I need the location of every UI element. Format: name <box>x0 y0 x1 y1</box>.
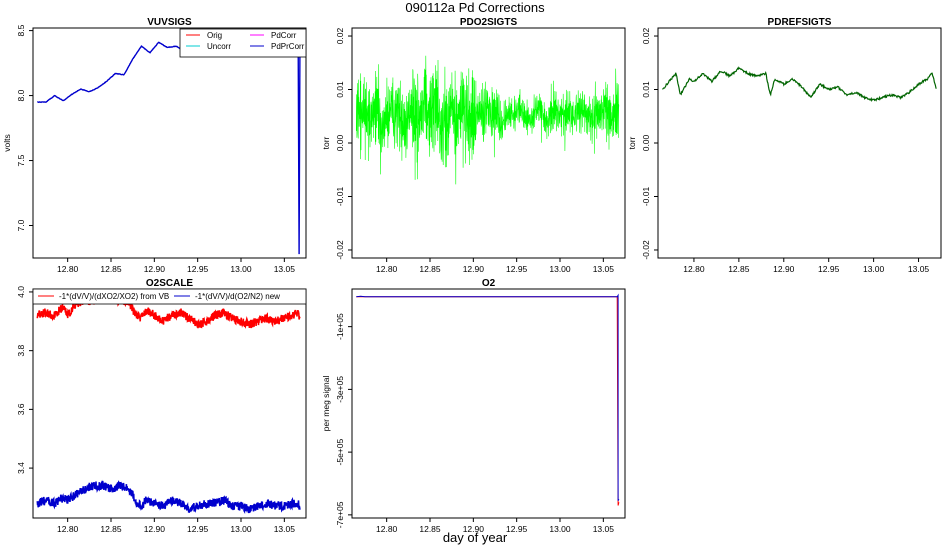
x-tick-label: 12.90 <box>463 264 485 274</box>
y-tick-label: 0.01 <box>335 81 345 98</box>
x-tick-label: 12.80 <box>57 264 79 274</box>
x-tick-label: 12.80 <box>376 264 398 274</box>
legend: -1*(dV/V)/(dXO2/XO2) from VB -1*(dV/V)/d(… <box>32 288 307 305</box>
chart-title: O2SCALE <box>146 278 194 289</box>
x-tick-label: 12.85 <box>100 524 122 534</box>
series-line-o2-orig <box>356 296 620 506</box>
legend-label: PdPrCorr <box>271 42 305 51</box>
y-tick-label: 0.01 <box>641 81 651 98</box>
chart-title: PDREFSIGTS <box>768 17 832 28</box>
x-tick-label: 13.05 <box>593 524 615 534</box>
x-tick-label: 12.85 <box>419 264 441 274</box>
x-tick-label: 13.00 <box>863 264 885 274</box>
x-tick-label: 12.95 <box>187 524 209 534</box>
y-tick-label: 7.5 <box>16 154 26 166</box>
legend-label: PdCorr <box>271 31 297 40</box>
chart-title: PDO2SIGTS <box>460 17 518 28</box>
legend: Orig PdCorr Uncorr PdPrCorr <box>179 28 307 58</box>
legend-box <box>32 288 307 305</box>
legend-label: -1*(dV/V)/d(O2/N2) new <box>195 292 280 301</box>
plot-frame <box>32 27 307 259</box>
y-axis-label: volts <box>2 134 12 151</box>
x-tick-label: 12.95 <box>506 264 528 274</box>
y-tick-label: 3.4 <box>16 462 26 474</box>
y-tick-label: 7.0 <box>16 219 26 231</box>
y-tick-label: -3e+05 <box>335 376 345 403</box>
x-tick-label: 13.05 <box>274 524 296 534</box>
x-tick-label: 12.95 <box>187 264 209 274</box>
x-tick-label: 12.80 <box>57 524 79 534</box>
x-tick-label: 12.80 <box>376 524 398 534</box>
panel-vuvsigs: VUVSIGS 12.80 12.85 12.90 12.95 13.00 13.05 7.0… <box>2 17 307 274</box>
series-line-new <box>36 479 301 515</box>
y-tick-label: 3.8 <box>16 344 26 356</box>
figure-title: 090112a Pd Corrections <box>405 0 545 15</box>
chart-title: VUVSIGS <box>147 17 192 28</box>
x-tick-label: 12.85 <box>419 524 441 534</box>
x-tick-label: 13.05 <box>274 264 296 274</box>
panel-o2scale: O2SCALE 12.80 12.85 12.90 12.95 13.00 13.05 3.4… <box>16 278 307 534</box>
y-tick-label: 8.5 <box>16 24 26 36</box>
legend-box <box>179 28 307 58</box>
x-tick-label: 12.90 <box>463 524 485 534</box>
panel-o2: O2 12.80 12.85 12.90 12.95 13.00 13.05 -1e+05 -3… <box>321 278 626 534</box>
y-tick-label: -0.01 <box>641 187 651 207</box>
x-tick-label: 12.85 <box>100 264 122 274</box>
x-tick-label: 13.00 <box>230 264 252 274</box>
y-tick-label: 0.02 <box>641 27 651 44</box>
y-axis-label: torr <box>627 136 637 149</box>
plot-area <box>356 293 620 506</box>
chart-title: O2 <box>482 278 496 289</box>
panel-pdrefsigts: PDREFSIGTS 12.80 12.85 12.90 12.95 13.00 13.05… <box>627 17 942 274</box>
panel-pdo2sigts: PDO2SIGTS 12.80 12.85 12.90 12.95 13.00 13.05 -… <box>321 17 626 274</box>
x-tick-label: 12.85 <box>728 264 750 274</box>
plot-frame <box>351 288 626 519</box>
plot-frame <box>351 27 626 259</box>
plot-area <box>36 38 301 255</box>
y-tick-label: -7e+05 <box>335 501 345 528</box>
plot-area <box>356 55 620 185</box>
y-tick-label: 3.6 <box>16 403 26 415</box>
legend-label: Uncorr <box>207 42 231 51</box>
figure-xlabel: day of year <box>442 530 508 545</box>
y-tick-label: -5e+05 <box>335 439 345 466</box>
y-tick-label: 0.00 <box>335 134 345 151</box>
plot-frame <box>657 27 942 259</box>
x-tick-label: 13.05 <box>908 264 930 274</box>
legend-label: -1*(dV/V)/(dXO2/XO2) from VB <box>59 292 169 301</box>
y-axis-label: torr <box>321 136 331 149</box>
x-tick-label: 12.95 <box>818 264 840 274</box>
series-line-pdo2sigts <box>356 55 620 185</box>
plot-area <box>36 292 301 515</box>
series-line-pdprcorr <box>36 38 301 255</box>
x-tick-label: 12.80 <box>683 264 705 274</box>
x-tick-label: 12.90 <box>144 524 166 534</box>
y-tick-label: 0.00 <box>641 134 651 151</box>
y-axis-label: per meg signal <box>321 376 331 432</box>
y-tick-label: 4.0 <box>16 286 26 298</box>
series-line-pdrefsigts <box>662 66 937 102</box>
y-tick-label: 8.0 <box>16 89 26 101</box>
x-tick-label: 13.00 <box>230 524 252 534</box>
x-tick-label: 12.95 <box>506 524 528 534</box>
y-tick-label: -1e+05 <box>335 313 345 340</box>
x-tick-label: 13.00 <box>549 524 571 534</box>
plot-frame <box>32 288 307 519</box>
y-tick-label: -0.02 <box>641 240 651 260</box>
x-tick-label: 12.90 <box>773 264 795 274</box>
x-tick-label: 12.90 <box>144 264 166 274</box>
x-tick-label: 13.00 <box>549 264 571 274</box>
x-tick-label: 13.05 <box>593 264 615 274</box>
plot-area <box>662 66 937 102</box>
y-tick-label: 0.02 <box>335 27 345 44</box>
y-tick-label: -0.02 <box>335 240 345 260</box>
y-tick-label: -0.01 <box>335 187 345 207</box>
series-line-o2-new <box>356 293 620 501</box>
legend-label: Orig <box>207 31 222 40</box>
